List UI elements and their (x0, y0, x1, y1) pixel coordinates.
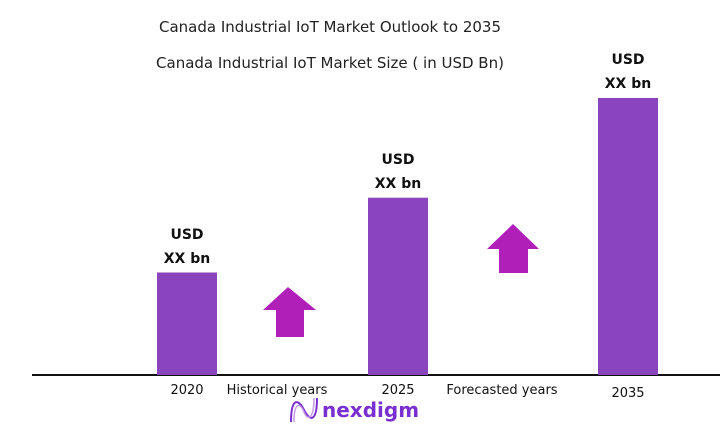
bar-2035 (598, 98, 658, 375)
x-tick-label: 2020 (170, 383, 204, 398)
forecasted-years-label: Forecasted years (446, 383, 558, 398)
data-label-line: XX bn (374, 175, 422, 192)
data-label: USD XX bn (578, 48, 678, 96)
data-label: USD XX bn (348, 148, 448, 196)
data-label: USD XX bn (137, 223, 237, 271)
nexdigm-logo-icon (290, 397, 318, 423)
arrow-up-icon (487, 224, 539, 273)
data-label-line: USD (170, 226, 204, 243)
historical-years-label: Historical years (226, 383, 328, 398)
x-tick-label: 2025 (381, 383, 415, 398)
data-label-line: USD (381, 151, 415, 168)
bar-2020 (157, 272, 217, 375)
data-label-line: XX bn (604, 76, 652, 92)
chart-subtitle: Canada Industrial IoT Market Size ( in U… (156, 54, 504, 72)
data-label-line: USD (611, 52, 645, 68)
bar-2025 (368, 197, 428, 375)
data-label-line: XX bn (163, 250, 211, 267)
chart-title: Canada Industrial IoT Market Outlook to … (159, 18, 501, 36)
arrow-up-icon (263, 287, 316, 337)
x-tick-label: 2035 (611, 386, 645, 401)
nexdigm-logo-text: nexdigm (322, 398, 420, 422)
